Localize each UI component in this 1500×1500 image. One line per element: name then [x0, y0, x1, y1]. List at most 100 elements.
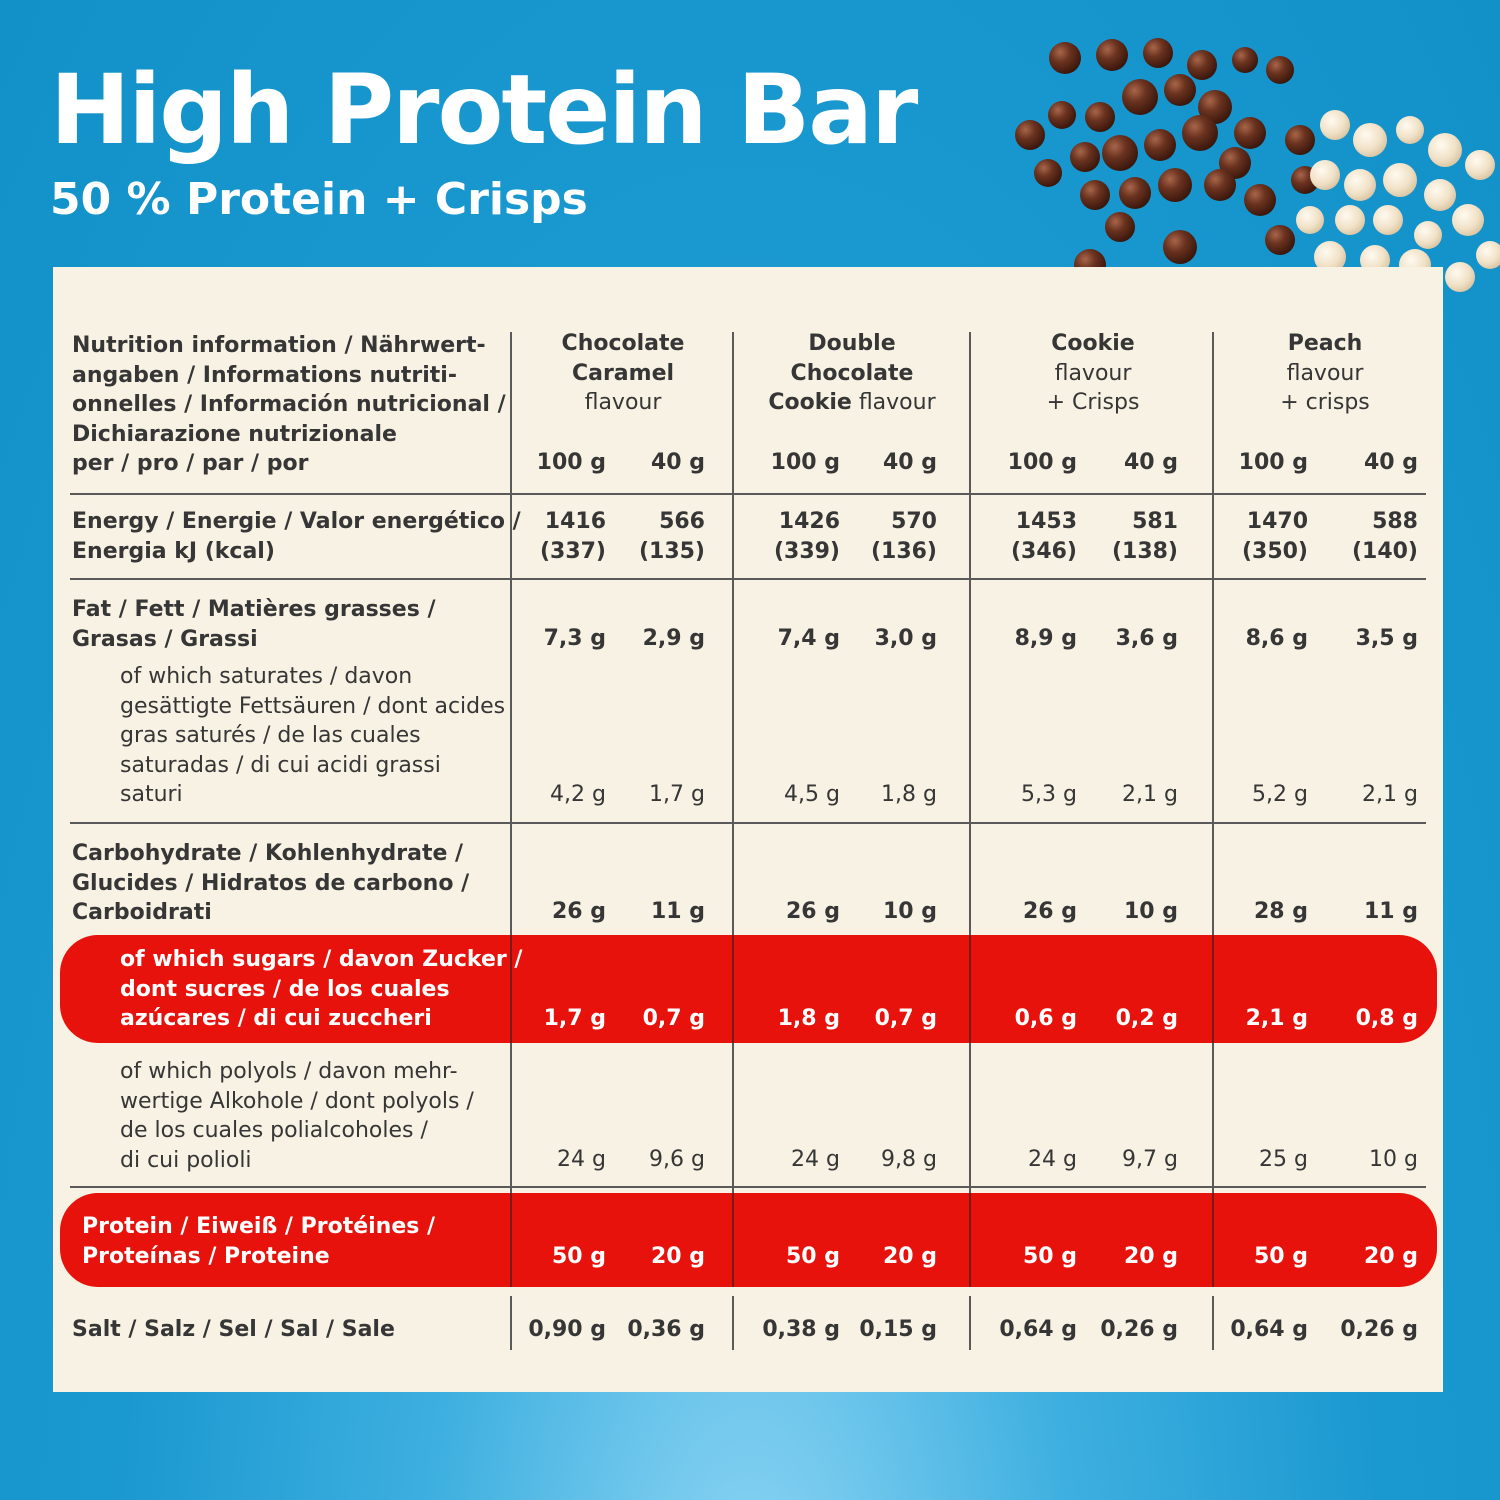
- column-divider: [1212, 1043, 1214, 1193]
- protein-label: Proteínas / Proteine: [82, 1243, 330, 1269]
- chocolate-crisp-ball: [1198, 90, 1232, 124]
- polyols-per40-3: 10 g: [1369, 1147, 1418, 1172]
- column-divider-highlight: [732, 935, 734, 1043]
- polyols-label: de los cuales polialcoholes /: [120, 1118, 428, 1144]
- sugars-per40-2: 0,2 g: [1115, 1006, 1178, 1031]
- flavour-header-0: Caramel: [571, 360, 675, 386]
- chocolate-crisp-ball: [1285, 125, 1315, 155]
- polyols-per100-2: 24 g: [1028, 1147, 1077, 1172]
- chocolate-crisp-ball: [1244, 184, 1276, 216]
- column-divider: [969, 1043, 971, 1193]
- col-header-100g-2: 100 g: [1007, 450, 1077, 475]
- energy-kj-40-1: 570: [891, 509, 937, 534]
- chocolate-crisp-ball: [1105, 212, 1135, 242]
- sugars-per40-3: 0,8 g: [1355, 1006, 1418, 1031]
- salt-per100-0: 0,90 g: [528, 1317, 606, 1342]
- saturates-label: gesättigte Fettsäuren / dont acides: [120, 693, 506, 719]
- page-title: High Protein Bar: [50, 54, 918, 166]
- salt-per100-3: 0,64 g: [1230, 1317, 1308, 1342]
- polyols-per40-2: 9,7 g: [1122, 1147, 1178, 1172]
- column-divider-highlight: [1212, 935, 1214, 1043]
- row-divider: [70, 1186, 1426, 1188]
- fat-per40-1: 3,0 g: [874, 626, 937, 651]
- flavour-header-2: + Crisps: [1046, 390, 1140, 416]
- white-crisp-ball: [1396, 116, 1424, 144]
- col-header-40g-1: 40 g: [882, 450, 937, 475]
- flavour-header-1: Double: [808, 331, 896, 356]
- protein-per100-0: 50 g: [551, 1244, 606, 1269]
- saturates-per100-1: 4,5 g: [784, 782, 840, 807]
- chocolate-crisp-ball: [1096, 39, 1128, 71]
- fat-per40-0: 2,9 g: [642, 626, 705, 651]
- flavour-header-0: Chocolate: [561, 331, 685, 356]
- energy-kj-100-3: 1470: [1246, 509, 1308, 534]
- white-crisp-ball: [1335, 205, 1365, 235]
- col-header-100g-1: 100 g: [770, 450, 840, 475]
- flavour-header-3: flavour: [1286, 360, 1364, 386]
- sugars-per40-0: 0,7 g: [642, 1006, 705, 1031]
- salt-per40-1: 0,15 g: [859, 1317, 937, 1342]
- column-divider: [732, 332, 734, 935]
- salt-per40-3: 0,26 g: [1340, 1317, 1418, 1342]
- column-divider: [510, 1043, 512, 1193]
- protein-label: Protein / Eiweiß / Protéines /: [82, 1214, 436, 1239]
- column-divider: [732, 1043, 734, 1193]
- fat-per100-0: 7,3 g: [543, 626, 606, 651]
- polyols-per40-0: 9,6 g: [649, 1147, 705, 1172]
- energy-kcal-100-3: (350): [1241, 538, 1308, 564]
- flavour-header-2: flavour: [1054, 360, 1132, 386]
- column-divider: [510, 1296, 512, 1350]
- chocolate-crisp-ball: [1119, 177, 1151, 209]
- white-crisp-ball: [1373, 205, 1403, 235]
- row-divider: [70, 578, 1426, 580]
- chocolate-crisp-ball: [1015, 120, 1045, 150]
- chocolate-crisp-ball: [1080, 180, 1110, 210]
- salt-label: Salt / Salz / Sel / Sal / Sale: [72, 1317, 395, 1342]
- row-divider: [70, 493, 1426, 495]
- protein-per100-1: 50 g: [785, 1244, 840, 1269]
- sugars-per100-2: 0,6 g: [1014, 1006, 1077, 1031]
- flavour-header-1: Chocolate: [790, 360, 914, 386]
- salt-per40-0: 0,36 g: [627, 1317, 705, 1342]
- white-crisp-ball: [1424, 179, 1456, 211]
- white-crisp-ball: [1320, 110, 1350, 140]
- protein-highlight: [60, 1193, 1437, 1287]
- chocolate-crisp-ball: [1164, 74, 1196, 106]
- white-crisp-ball: [1414, 221, 1442, 249]
- protein-per40-1: 20 g: [882, 1244, 937, 1269]
- salt-per100-1: 0,38 g: [762, 1317, 840, 1342]
- chocolate-crisp-ball: [1143, 38, 1173, 68]
- sugars-per100-3: 2,1 g: [1245, 1006, 1308, 1031]
- saturates-label: gras saturés / de las cuales: [120, 723, 421, 749]
- saturates-per40-0: 1,7 g: [649, 782, 705, 807]
- white-crisp-ball: [1314, 241, 1346, 273]
- saturates-per40-2: 2,1 g: [1122, 782, 1178, 807]
- chocolate-crisp-ball: [1232, 47, 1258, 73]
- column-divider-highlight: [1212, 1193, 1214, 1287]
- saturates-label: saturi: [120, 782, 183, 808]
- chocolate-crisp-ball: [1204, 169, 1236, 201]
- fat-label: Fat / Fett / Matières grasses /: [72, 597, 436, 622]
- saturates-label: saturadas / di cui acidi grassi: [120, 752, 441, 778]
- energy-kcal-40-3: (140): [1351, 538, 1418, 564]
- energy-label: Energia kJ (kcal): [72, 538, 275, 564]
- chocolate-crisp-ball: [1085, 102, 1115, 132]
- column-divider: [969, 332, 971, 935]
- protein-per40-0: 20 g: [650, 1244, 705, 1269]
- polyols-per100-0: 24 g: [557, 1147, 606, 1172]
- header-label: per / pro / par / por: [72, 451, 309, 477]
- column-divider: [1212, 332, 1214, 935]
- chocolate-crisp-ball: [1234, 117, 1266, 149]
- white-crisp-ball: [1310, 160, 1340, 190]
- saturates-label: of which saturates / davon: [120, 664, 413, 689]
- salt-per40-2: 0,26 g: [1100, 1317, 1178, 1342]
- sugars-per100-1: 1,8 g: [777, 1006, 840, 1031]
- chocolate-crisp-ball: [1187, 50, 1217, 80]
- polyols-label: of which polyols / davon mehr-: [120, 1059, 458, 1084]
- carbohydrate-label: Glucides / Hidratos de carbono /: [72, 870, 470, 896]
- chocolate-crisp-ball: [1163, 230, 1197, 264]
- protein-per100-3: 50 g: [1253, 1244, 1308, 1269]
- chocolate-crisp-ball: [1102, 135, 1138, 171]
- column-divider: [1212, 1296, 1214, 1350]
- header-label: onnelles / Información nutricional /: [72, 392, 506, 418]
